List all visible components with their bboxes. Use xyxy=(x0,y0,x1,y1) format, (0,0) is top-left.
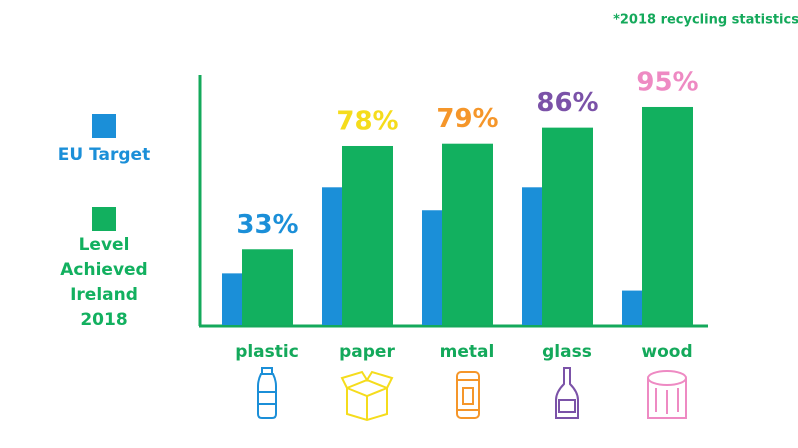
x-tick-label: wood xyxy=(641,342,692,362)
bar xyxy=(242,249,293,325)
legend-label: Level Achieved Ireland 2018 xyxy=(60,235,148,330)
bar xyxy=(342,145,393,325)
icons xyxy=(257,367,687,422)
can-icon xyxy=(456,371,480,419)
bar xyxy=(642,106,693,325)
bar xyxy=(522,187,542,325)
box-icon xyxy=(340,370,394,422)
x-tick-label: plastic xyxy=(235,342,299,362)
log-icon xyxy=(647,370,687,419)
data-label: 95% xyxy=(636,67,698,97)
data-label: 33% xyxy=(236,210,298,240)
x-tick-label: paper xyxy=(339,342,395,362)
annotation: *2018 recycling statistics xyxy=(613,13,798,28)
x-tick-label: metal xyxy=(440,342,495,362)
legend-swatch xyxy=(92,114,116,138)
glass-bottle-icon xyxy=(555,367,579,419)
data-label: 79% xyxy=(436,104,498,134)
x-tick-label: glass xyxy=(542,342,592,362)
data-label: 78% xyxy=(336,106,398,136)
legend-swatch xyxy=(92,207,116,231)
bar xyxy=(422,210,442,325)
bar xyxy=(542,127,593,325)
bar xyxy=(622,290,642,325)
legend-label: EU Target xyxy=(57,145,151,165)
bar xyxy=(322,187,342,325)
bar xyxy=(442,143,493,325)
bottle-icon xyxy=(257,367,277,419)
data-label: 86% xyxy=(536,88,598,118)
bar xyxy=(222,273,242,325)
